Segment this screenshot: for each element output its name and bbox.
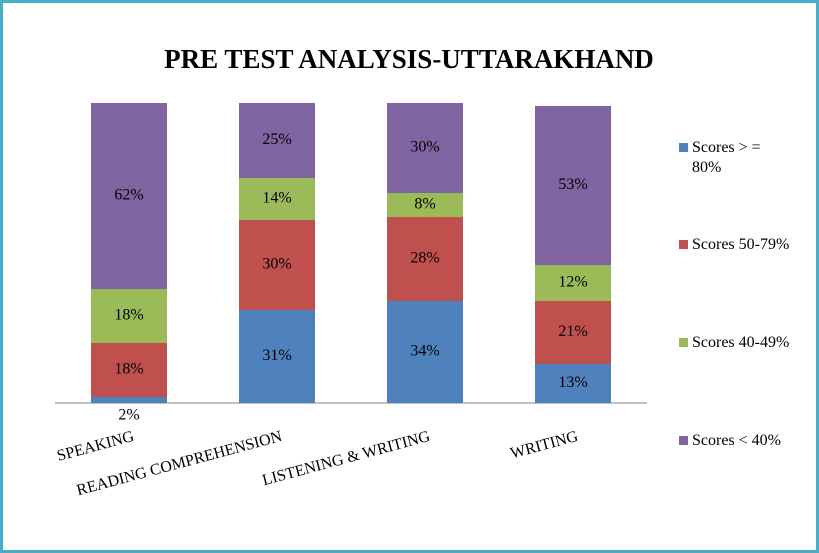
chart-title: PRE TEST ANALYSIS-UTTARAKHAND (164, 44, 654, 74)
data-label: 13% (558, 374, 587, 391)
bar-segment (535, 301, 611, 364)
bar-segment (91, 397, 167, 403)
bar-segment (535, 364, 611, 403)
bar-segment (91, 343, 167, 397)
legend-label: Scores 50-79% (692, 236, 790, 253)
data-label: 2% (118, 407, 139, 424)
data-label: 30% (262, 256, 291, 273)
legend-item: Scores 40-49% (679, 333, 792, 353)
x-tick-label: SPEAKING (55, 428, 136, 465)
bar-segment (239, 220, 315, 310)
bar-segment (239, 310, 315, 403)
legend-item: Scores < 40% (679, 431, 792, 451)
legend-swatch (679, 240, 688, 249)
data-label: 25% (262, 131, 291, 148)
legend-swatch (679, 143, 688, 152)
bar-segment (91, 289, 167, 343)
bar-segment (387, 217, 463, 301)
legend-item: Scores 50-79% (679, 235, 792, 255)
bar-segment (387, 193, 463, 217)
data-label: 62% (114, 187, 143, 204)
data-label: 12% (558, 274, 587, 291)
legend-item: Scores > = 80% (679, 138, 792, 178)
legend-label: Scores > = 80% (692, 139, 761, 176)
chart: PRE TEST ANALYSIS-UTTARAKHAND 2% 18% 18% 62… (55, 44, 654, 499)
bar-segment (535, 265, 611, 301)
data-label: 53% (558, 176, 587, 193)
bar-segment (239, 178, 315, 220)
data-label: 18% (114, 307, 143, 324)
data-label: 21% (558, 323, 587, 340)
data-label: 30% (410, 139, 439, 156)
data-label: 14% (262, 190, 291, 207)
legend-label: Scores 40-49% (692, 334, 790, 351)
bar-segment (535, 106, 611, 265)
data-label: 31% (262, 347, 291, 364)
bar-segment (91, 103, 167, 289)
data-label: 8% (414, 196, 435, 213)
legend-swatch (679, 338, 688, 347)
legend-label: Scores < 40% (692, 432, 782, 449)
x-tick-label: WRITING (509, 428, 581, 462)
bar-segment (239, 103, 315, 178)
data-label: 18% (114, 361, 143, 378)
bar-segment (387, 301, 463, 403)
bar-segment (387, 103, 463, 193)
x-tick-label: LISTENING & WRITING (260, 428, 432, 489)
data-label: 28% (410, 250, 439, 267)
data-label: 34% (410, 343, 439, 360)
legend-swatch (679, 436, 688, 445)
